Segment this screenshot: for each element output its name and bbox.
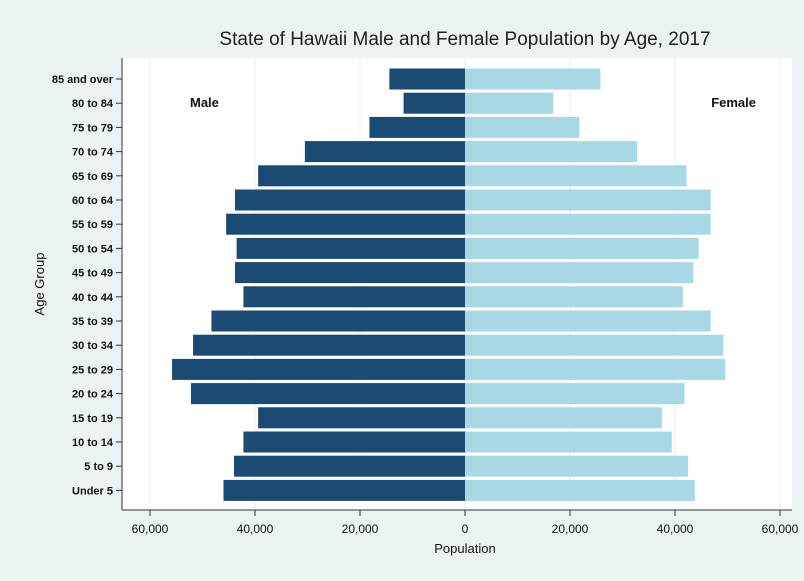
bar-male xyxy=(403,92,465,114)
bar-female xyxy=(465,479,695,501)
y-tick-label: 30 to 34 xyxy=(72,340,114,352)
y-tick-label: 20 to 24 xyxy=(72,389,114,401)
bar-male xyxy=(389,68,465,90)
y-tick-label: 85 and over xyxy=(52,74,114,86)
bar-female xyxy=(465,213,711,235)
male-annotation: Male xyxy=(190,95,219,110)
bar-male xyxy=(172,358,466,380)
bar-male xyxy=(304,141,465,163)
bar-male xyxy=(243,286,465,308)
bar-female xyxy=(465,431,672,453)
y-tick-label: 75 to 79 xyxy=(72,122,113,134)
y-tick-label: 40 to 44 xyxy=(72,292,114,304)
bar-female xyxy=(465,141,638,163)
bar-male xyxy=(234,455,465,477)
x-axis-label: Population xyxy=(434,541,495,556)
bar-female xyxy=(465,455,689,477)
bar-female xyxy=(465,165,687,187)
y-tick-label: 5 to 9 xyxy=(84,461,113,473)
y-tick-label: 10 to 14 xyxy=(72,437,114,449)
y-tick-labels: 85 and over 80 to 84 75 to 79 70 to 74 65 to… xyxy=(52,74,122,497)
bar-female xyxy=(465,383,685,405)
x-tick-label: 40,000 xyxy=(657,522,694,536)
bar-male xyxy=(235,189,465,211)
y-tick-label: 65 to 69 xyxy=(72,171,113,183)
bar-female xyxy=(465,116,580,138)
bar-male xyxy=(235,262,465,284)
y-axis-label: Age Group xyxy=(32,253,47,316)
y-tick-label: 25 to 29 xyxy=(72,364,113,376)
bar-female xyxy=(465,334,724,356)
bar-male xyxy=(236,237,465,259)
bar-female xyxy=(465,407,662,429)
bar-female xyxy=(465,189,711,211)
bar-male xyxy=(193,334,466,356)
bar-male xyxy=(226,213,465,235)
bar-male xyxy=(258,165,465,187)
bar-male xyxy=(243,431,465,453)
x-tick-label: 20,000 xyxy=(552,522,589,536)
bar-female xyxy=(465,92,554,114)
bar-female xyxy=(465,262,694,284)
y-tick-label: 60 to 64 xyxy=(72,195,114,207)
x-tick-labels: 60,000 40,000 20,000 0 20,000 40,000 60,000 xyxy=(132,510,799,536)
bar-male xyxy=(211,310,465,332)
bar-male xyxy=(369,116,465,138)
bar-female xyxy=(465,68,601,90)
bar-female xyxy=(465,358,726,380)
y-tick-label: 55 to 59 xyxy=(72,219,113,231)
bar-male xyxy=(190,383,465,405)
x-tick-label: 20,000 xyxy=(342,522,379,536)
bars xyxy=(172,68,726,501)
x-tick-label: 0 xyxy=(462,522,469,536)
bar-female xyxy=(465,310,711,332)
chart-title: State of Hawaii Male and Female Populati… xyxy=(219,29,710,50)
x-tick-label: 60,000 xyxy=(132,522,169,536)
y-tick-label: 45 to 49 xyxy=(72,268,113,280)
y-tick-label: 70 to 74 xyxy=(72,147,114,159)
bar-male xyxy=(258,407,465,429)
y-tick-label: 15 to 19 xyxy=(72,413,113,425)
bar-female xyxy=(465,286,683,308)
y-tick-label: Under 5 xyxy=(72,485,113,497)
x-tick-label: 60,000 xyxy=(762,522,799,536)
female-annotation: Female xyxy=(711,95,756,110)
bar-female xyxy=(465,237,699,259)
y-tick-label: 80 to 84 xyxy=(72,98,114,110)
y-tick-label: 50 to 54 xyxy=(72,243,114,255)
bar-male xyxy=(223,479,465,501)
y-tick-label: 35 to 39 xyxy=(72,316,113,328)
x-tick-label: 40,000 xyxy=(237,522,274,536)
